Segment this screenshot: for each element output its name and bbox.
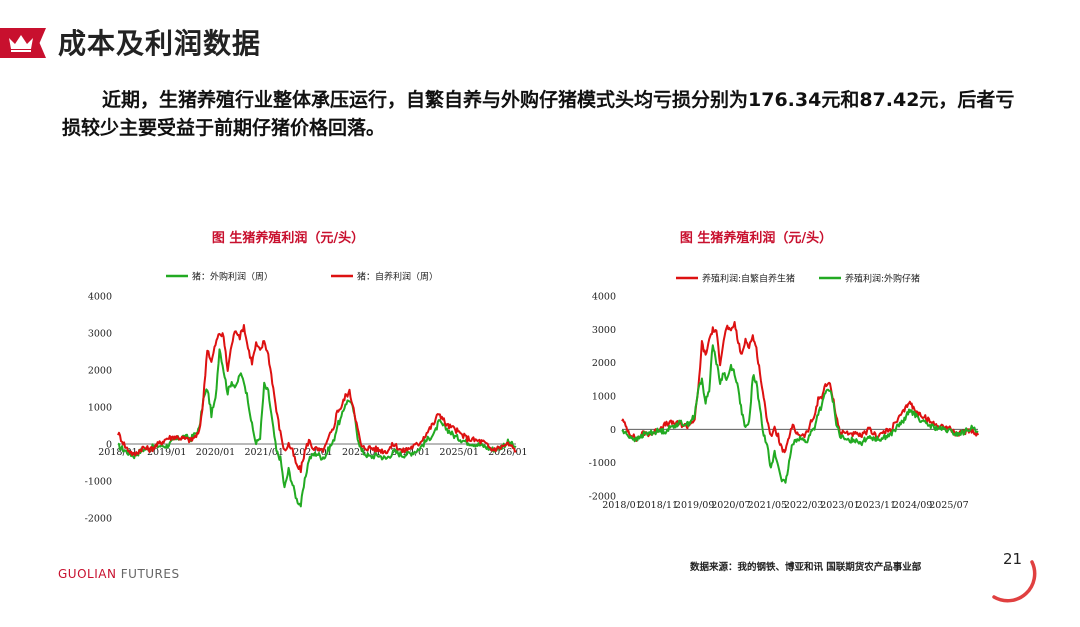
series-line — [117, 324, 517, 474]
y-tick-label: -1000 — [589, 458, 616, 469]
x-tick-label: 2018/01 — [602, 500, 641, 511]
page-arc-decoration — [992, 560, 1037, 603]
y-tick-label: -2000 — [85, 514, 112, 525]
summary-line-2: 87.42元，后者亏损较少主要受益于前期仔猪价格回落。 — [62, 89, 1015, 139]
series-line — [621, 321, 979, 454]
crown-icon — [9, 35, 33, 52]
y-tick-label: 1000 — [88, 403, 112, 414]
chart-title: 图 生猪养殖利润（元/头） — [212, 230, 364, 246]
y-tick-label: 3000 — [88, 329, 112, 340]
x-tick-label: 2026/01 — [488, 447, 527, 458]
x-tick-label: 2025/01 — [439, 447, 478, 458]
y-tick-label: 0 — [106, 440, 112, 451]
x-tick-label: 2025/07 — [929, 500, 968, 511]
source-note: 数据来源：我的钢铁、博亚和讯 国联期货农产品事业部 — [690, 562, 922, 573]
legend-label: 猪：外购利润（周） — [192, 271, 273, 283]
x-tick-label: 2019/01 — [147, 447, 186, 458]
x-tick-label: 2023/01 — [342, 447, 381, 458]
legend-label: 养殖利润:外购仔猪 — [845, 273, 920, 285]
chart-right: 图 生猪养殖利润（元/头） 养殖利润:自繁自养生猪 养殖利润:外购仔猪 4000 300… — [589, 230, 979, 511]
y-tick-label: 4000 — [592, 292, 616, 303]
legend-label: 猪：自养利润（周） — [357, 271, 438, 283]
x-tick-label: 2024/09 — [893, 500, 932, 511]
footer-logo-rest: FUTURES — [116, 567, 180, 581]
y-tick-label: 3000 — [592, 325, 616, 336]
header-badge — [0, 28, 46, 58]
x-tick-label: 2018/11 — [639, 500, 678, 511]
series-line — [621, 344, 979, 484]
x-tick-label: 2018/01 — [98, 447, 137, 458]
chart-title: 图 生猪养殖利润（元/头） — [680, 230, 832, 246]
summary-paragraph: 近期，生猪养殖行业整体承压运行，自繁自养与外购仔猪模式头均亏损分别为176.34… — [62, 86, 1022, 142]
y-tick-label: 2000 — [592, 358, 616, 369]
y-tick-label: -2000 — [589, 492, 616, 503]
x-tick-label: 2021/01 — [244, 447, 283, 458]
page-number: 21 — [1003, 550, 1023, 568]
x-tick-label: 2019/09 — [675, 500, 714, 511]
x-tick-label: 2023/11 — [857, 500, 896, 511]
y-tick-label: 2000 — [88, 366, 112, 377]
chart-left: 图 生猪养殖利润（元/头） 猪：外购利润（周） 猪：自养利润（周） 4000 3000 2… — [85, 230, 528, 525]
footer-logo: GUOLIAN FUTURES — [58, 567, 180, 581]
page-title: 成本及利润数据 — [58, 27, 262, 60]
legend-label: 养殖利润:自繁自养生猪 — [702, 273, 795, 285]
x-tick-label: 2022/03 — [784, 500, 823, 511]
y-tick-label: 4000 — [88, 292, 112, 303]
x-tick-label: 2020/01 — [196, 447, 235, 458]
x-tick-label: 2023/01 — [820, 500, 859, 511]
x-tick-label: 2020/07 — [711, 500, 750, 511]
y-tick-label: 1000 — [592, 392, 616, 403]
footer-logo-brand: GUOLIAN — [58, 567, 117, 581]
x-tick-label: 2022/01 — [293, 447, 332, 458]
x-tick-label: 2021/05 — [748, 500, 787, 511]
y-tick-label: 0 — [610, 425, 616, 436]
summary-line-1: 近期，生猪养殖行业整体承压运行，自繁自养与外购仔猪模式头均亏损分别为176.34… — [102, 89, 860, 111]
y-tick-label: -1000 — [85, 477, 112, 488]
